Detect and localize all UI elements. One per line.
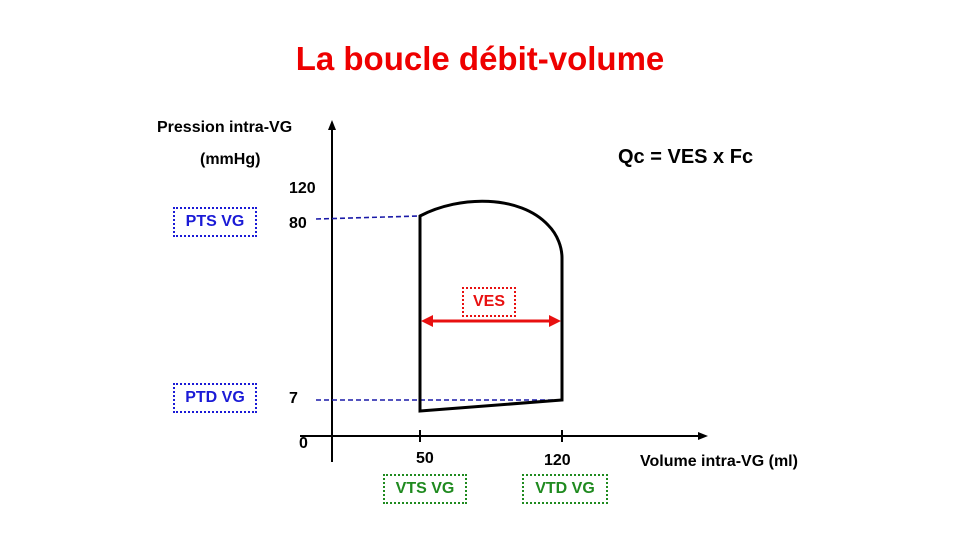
x-tick-label-120: 120	[544, 452, 571, 469]
y-tick-label-120: 120	[289, 180, 316, 197]
origin-label: 0	[299, 435, 308, 452]
y-tick-label-80: 80	[289, 215, 307, 232]
vtd-vg-box: VTD VG	[522, 474, 608, 504]
ves-arrowhead-right	[549, 315, 561, 327]
y-axis-unit: (mmHg)	[200, 151, 261, 168]
x-axis-label: Volume intra-VG (ml)	[640, 453, 798, 470]
ves-arrowhead-left	[421, 315, 433, 327]
ves-box: VES	[462, 287, 516, 317]
formula: Qc = VES x Fc	[618, 146, 754, 168]
pts-guide-line	[315, 215, 421, 220]
y-tick-label-7: 7	[289, 390, 298, 407]
y-axis-label: Pression intra-VG	[157, 119, 293, 136]
slide-title: La boucle débit-volume	[295, 40, 665, 77]
pts-vg-box: PTS VG	[173, 207, 257, 237]
vts-vg-box: VTS VG	[383, 474, 467, 504]
x-axis-arrowhead	[698, 432, 708, 440]
y-axis-arrowhead	[328, 120, 336, 130]
ptd-vg-box: PTD VG	[173, 383, 257, 413]
x-tick-label-50: 50	[416, 450, 434, 467]
pv-loop	[418, 199, 564, 413]
